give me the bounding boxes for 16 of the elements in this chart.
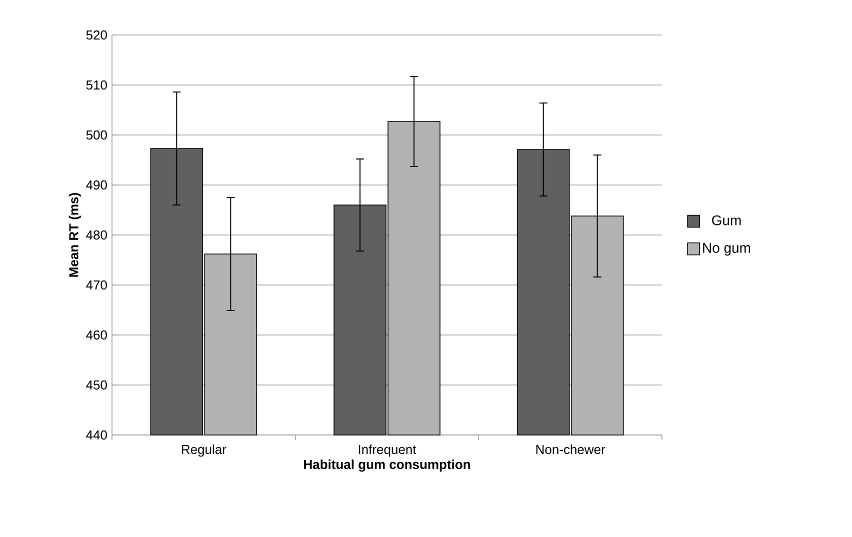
y-tick-label: 510	[86, 80, 107, 90]
y-tick-label: 500	[86, 130, 107, 140]
y-tick-label: 450	[86, 380, 107, 390]
legend-label: Gum	[712, 215, 741, 226]
x-tick-label: Infrequent	[358, 444, 416, 457]
y-tick-label: 440	[86, 430, 107, 440]
y-axis-title: Mean RT (ms)	[68, 193, 81, 277]
x-tick-label: Regular	[182, 444, 226, 457]
legend-label: No gum	[703, 243, 750, 256]
y-tick-label: 460	[86, 330, 107, 340]
y-tick-label: 520	[86, 30, 107, 40]
x-axis-title: Habitual gum consumption	[304, 460, 470, 472]
x-tick-label: Non-chewer	[536, 444, 606, 454]
y-tick-label: 490	[86, 180, 107, 190]
y-tick-label: 470	[86, 280, 107, 290]
y-tick-label: 480	[86, 230, 107, 240]
